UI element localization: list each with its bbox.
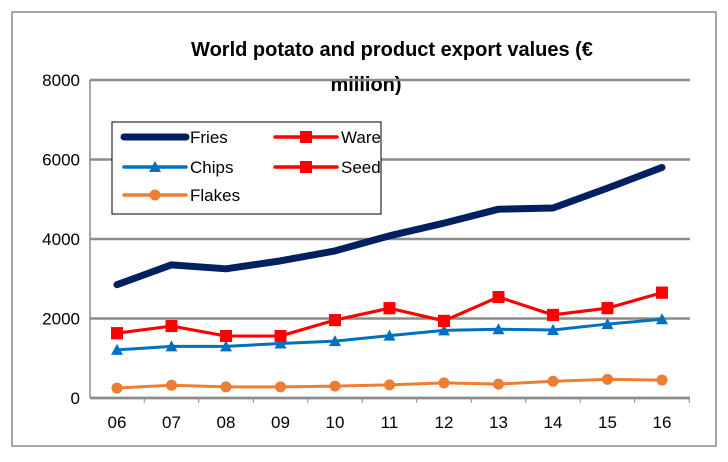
x-tick-label: 16 (653, 413, 672, 432)
legend-label-chips: Chips (190, 158, 233, 177)
data-point-chips (656, 313, 668, 325)
legend-marker-seed (300, 161, 312, 173)
data-point-flakes (438, 377, 450, 389)
data-point-chips (492, 323, 505, 335)
data-point-seed (438, 314, 450, 327)
data-point-seed (547, 308, 559, 321)
x-tick-label: 15 (598, 413, 617, 432)
data-point-chips (111, 343, 123, 355)
x-tick-label: 07 (162, 413, 181, 432)
data-point-chips (383, 329, 396, 341)
data-point-seed (111, 327, 123, 340)
legend-label-ware: Ware (341, 128, 381, 147)
data-point-flakes (656, 374, 668, 386)
legend-label-fries: Fries (190, 128, 228, 147)
x-tick-label: 09 (271, 413, 290, 432)
data-point-seed (656, 286, 668, 299)
data-point-seed (492, 291, 505, 304)
y-tick-label: 6000 (42, 151, 80, 170)
data-point-chips (547, 324, 559, 336)
data-point-chips (165, 340, 178, 352)
series-line-fries (113, 163, 666, 289)
legend-label-seed: Seed (341, 158, 381, 177)
data-point-seed (601, 302, 614, 315)
y-tick-label: 4000 (42, 230, 80, 249)
data-point-seed (329, 314, 341, 327)
x-tick-label: 12 (435, 413, 454, 432)
legend: Fries Ware Chips Seed Flakes (111, 121, 382, 215)
chart-border (11, 11, 717, 447)
x-tick-label: 06 (108, 413, 127, 432)
series-flakes (111, 373, 668, 394)
chart-title-line1: World potato and product export values (… (191, 39, 593, 61)
legend-marker-chips (149, 161, 161, 172)
y-tick-label: 2000 (42, 310, 80, 329)
data-point-flakes (329, 380, 341, 392)
data-point-flakes (275, 381, 286, 393)
data-point-seed (274, 329, 287, 342)
x-tick-label: 08 (217, 413, 236, 432)
x-tick-label: 11 (381, 413, 399, 432)
data-point-flakes (602, 373, 613, 385)
data-point-chips (274, 337, 287, 349)
legend-marker-flakes (149, 189, 161, 201)
data-point-flakes (166, 379, 177, 391)
x-tick-label: 13 (489, 413, 508, 432)
data-point-flakes (384, 379, 395, 391)
data-point-flakes (493, 378, 504, 390)
series-chips (111, 313, 668, 355)
series-seed (111, 286, 668, 342)
data-point-seed (165, 320, 178, 333)
y-tick-label: 8000 (42, 71, 80, 90)
data-point-seed (220, 329, 232, 342)
data-point-chips (438, 324, 450, 336)
legend-marker-ware (300, 131, 312, 143)
data-point-chips (601, 318, 614, 330)
data-point-flakes (547, 375, 559, 387)
x-tick-label: 14 (544, 413, 563, 432)
series-fries (113, 163, 666, 289)
data-point-flakes (111, 382, 123, 394)
x-tick-label: 10 (326, 413, 345, 432)
y-tick-label: 0 (71, 389, 80, 408)
chart-title-line2: million) (330, 74, 401, 96)
data-point-flakes (220, 381, 232, 393)
legend-label-flakes: Flakes (190, 186, 240, 205)
data-point-seed (383, 302, 396, 315)
data-point-chips (329, 335, 341, 347)
data-point-chips (220, 340, 232, 352)
